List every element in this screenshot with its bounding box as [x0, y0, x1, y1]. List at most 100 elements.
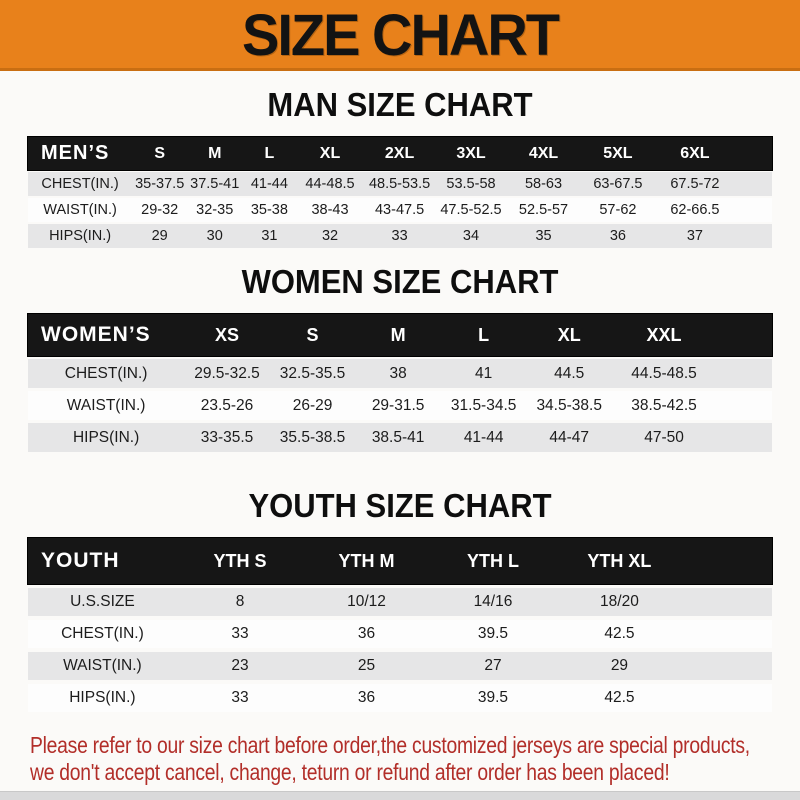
column-header: 3XL: [456, 144, 486, 162]
row-label: HIPS(IN.): [49, 228, 112, 244]
row-label: CHEST(IN.): [61, 625, 144, 642]
size-value-cell: 32.5-35.5: [279, 364, 346, 382]
row-label: WAIST(IN.): [43, 202, 117, 218]
disclaimer-line-1: Please refer to our size chart before or…: [30, 732, 750, 758]
bottom-edge-strip: [0, 791, 800, 800]
column-header: M: [208, 144, 222, 162]
size-value-cell: 29: [151, 228, 168, 244]
size-value-cell: 29.5-32.5: [194, 364, 260, 382]
man-size-chart-heading: MAN SIZE CHART: [267, 85, 533, 124]
size-value-cell: 32-35: [196, 202, 234, 218]
table-row: HIPS(IN.) 33-35.5 35.5-38.5 38.5-41 41-44 44-…: [28, 423, 772, 452]
size-value-cell: 33-35.5: [200, 428, 254, 446]
size-value-cell: 36: [609, 228, 626, 244]
size-value-cell: 31.5-34.5: [450, 396, 517, 414]
size-value-cell: 39.5: [477, 625, 509, 642]
size-value-cell: 29-31.5: [371, 396, 425, 414]
column-header: S: [306, 324, 319, 345]
column-header: L: [264, 144, 275, 162]
size-value-cell: 34.5-38.5: [536, 396, 602, 414]
size-value-cell: 42.5: [604, 625, 635, 642]
size-value-cell: 33: [391, 228, 408, 244]
row-label: U.S.SIZE: [70, 593, 135, 610]
size-value-cell: 37: [686, 228, 703, 244]
table-row: WAIST(IN.) 23.5-26 26-29 29-31.5 31.5-34.5 34…: [28, 391, 772, 420]
table-row: CHEST(IN.) 33 36 39.5 42.5: [28, 620, 772, 648]
column-header: 4XL: [528, 144, 559, 162]
size-value-cell: 14/16: [473, 593, 513, 610]
column-header: YTH M: [338, 550, 395, 571]
women-size-table: WOMEN’S XS S M L XL XXL CHEST(IN.) 29.5-32.5 32.5…: [28, 314, 772, 452]
size-value-cell: 31: [261, 228, 278, 244]
size-value-cell: 38: [389, 364, 407, 382]
size-value-cell: 41-44: [463, 428, 504, 446]
size-value-cell: 36: [357, 625, 376, 642]
column-header: XXL: [646, 324, 682, 345]
size-value-cell: 41: [475, 364, 493, 382]
table-title-cell: YOUTH: [41, 549, 120, 572]
youth-size-table: YOUTH YTH S YTH M YTH L YTH XL U.S.SIZE 8 10/12…: [28, 538, 772, 712]
banner-title: SIZE CHART: [242, 1, 560, 67]
size-value-cell: 53.5-58: [446, 176, 496, 192]
size-value-cell: 58-63: [524, 176, 563, 192]
table-title-cell: WOMEN’S: [41, 323, 151, 346]
table-row: U.S.SIZE 8 10/12 14/16 18/20: [28, 588, 772, 616]
size-value-cell: 29: [610, 657, 629, 674]
row-label: CHEST(IN.): [41, 176, 119, 192]
size-value-cell: 43-47.5: [374, 202, 425, 218]
size-value-cell: 38.5-41: [371, 428, 425, 446]
table-header-row: WOMEN’S XS S M L XL XXL: [28, 314, 772, 356]
size-value-cell: 67.5-72: [670, 176, 720, 192]
column-header: 2XL: [384, 144, 415, 162]
size-value-cell: 34: [462, 228, 480, 244]
column-header: YTH L: [466, 550, 519, 571]
size-value-cell: 10/12: [347, 593, 386, 610]
size-value-cell: 33: [231, 625, 249, 642]
column-header: S: [154, 144, 166, 162]
size-value-cell: 33: [231, 689, 249, 706]
table-row: HIPS(IN.) 29 30 31 32 33 34 35 36 37: [28, 224, 772, 248]
size-value-cell: 29-32: [141, 202, 179, 218]
table-header-row: MEN’S S M L XL 2XL 3XL 4XL 5XL 6XL: [28, 137, 772, 170]
size-value-cell: 41-44: [250, 176, 288, 192]
disclaimer-line-2: we don't accept cancel, change, teturn o…: [30, 759, 670, 785]
size-value-cell: 38-43: [311, 202, 349, 218]
size-value-cell: 18/20: [600, 593, 639, 610]
women-size-chart-heading: WOMEN SIZE CHART: [241, 262, 559, 301]
size-value-cell: 8: [235, 593, 245, 610]
table-row: HIPS(IN.) 33 36 39.5 42.5: [28, 684, 772, 712]
size-value-cell: 35-37.5: [135, 176, 185, 192]
table-row: WAIST(IN.) 23 25 27 29: [28, 652, 772, 680]
size-value-cell: 39.5: [477, 689, 509, 706]
size-value-cell: 44-48.5: [305, 176, 355, 192]
size-value-cell: 47.5-52.5: [440, 202, 502, 218]
column-header: XL: [319, 144, 341, 162]
size-value-cell: 44.5: [554, 364, 585, 382]
disclaimer-text: Please refer to our size chart before or…: [30, 732, 769, 786]
row-label: WAIST(IN.): [66, 396, 146, 414]
size-value-cell: 23: [231, 657, 249, 674]
size-value-cell: 35-38: [250, 202, 288, 218]
size-value-cell: 23.5-26: [200, 396, 254, 414]
size-value-cell: 63-67.5: [593, 176, 643, 192]
size-value-cell: 26-29: [292, 396, 333, 414]
column-header: L: [478, 324, 490, 345]
table-row: CHEST(IN.) 35-37.5 37.5-41 41-44 44-48.5 48.5…: [28, 172, 772, 196]
size-value-cell: 35: [535, 228, 552, 244]
column-header: XS: [215, 324, 240, 345]
size-value-cell: 32: [321, 228, 339, 244]
table-row: WAIST(IN.) 29-32 32-35 35-38 38-43 43-47.5 47.…: [28, 198, 772, 222]
column-header: 6XL: [680, 144, 710, 162]
row-label: HIPS(IN.): [72, 428, 140, 446]
size-value-cell: 27: [484, 657, 502, 674]
row-label: CHEST(IN.): [64, 364, 148, 382]
row-label: WAIST(IN.): [63, 657, 142, 674]
row-label: HIPS(IN.): [69, 689, 136, 706]
size-value-cell: 44.5-48.5: [631, 364, 697, 382]
size-value-cell: 36: [357, 689, 376, 706]
table-header-row: YOUTH YTH S YTH M YTH L YTH XL: [28, 538, 772, 584]
youth-size-chart-heading: YOUTH SIZE CHART: [248, 486, 552, 525]
size-value-cell: 42.5: [604, 689, 635, 706]
size-value-cell: 48.5-53.5: [368, 176, 431, 192]
size-value-cell: 35.5-38.5: [279, 428, 346, 446]
